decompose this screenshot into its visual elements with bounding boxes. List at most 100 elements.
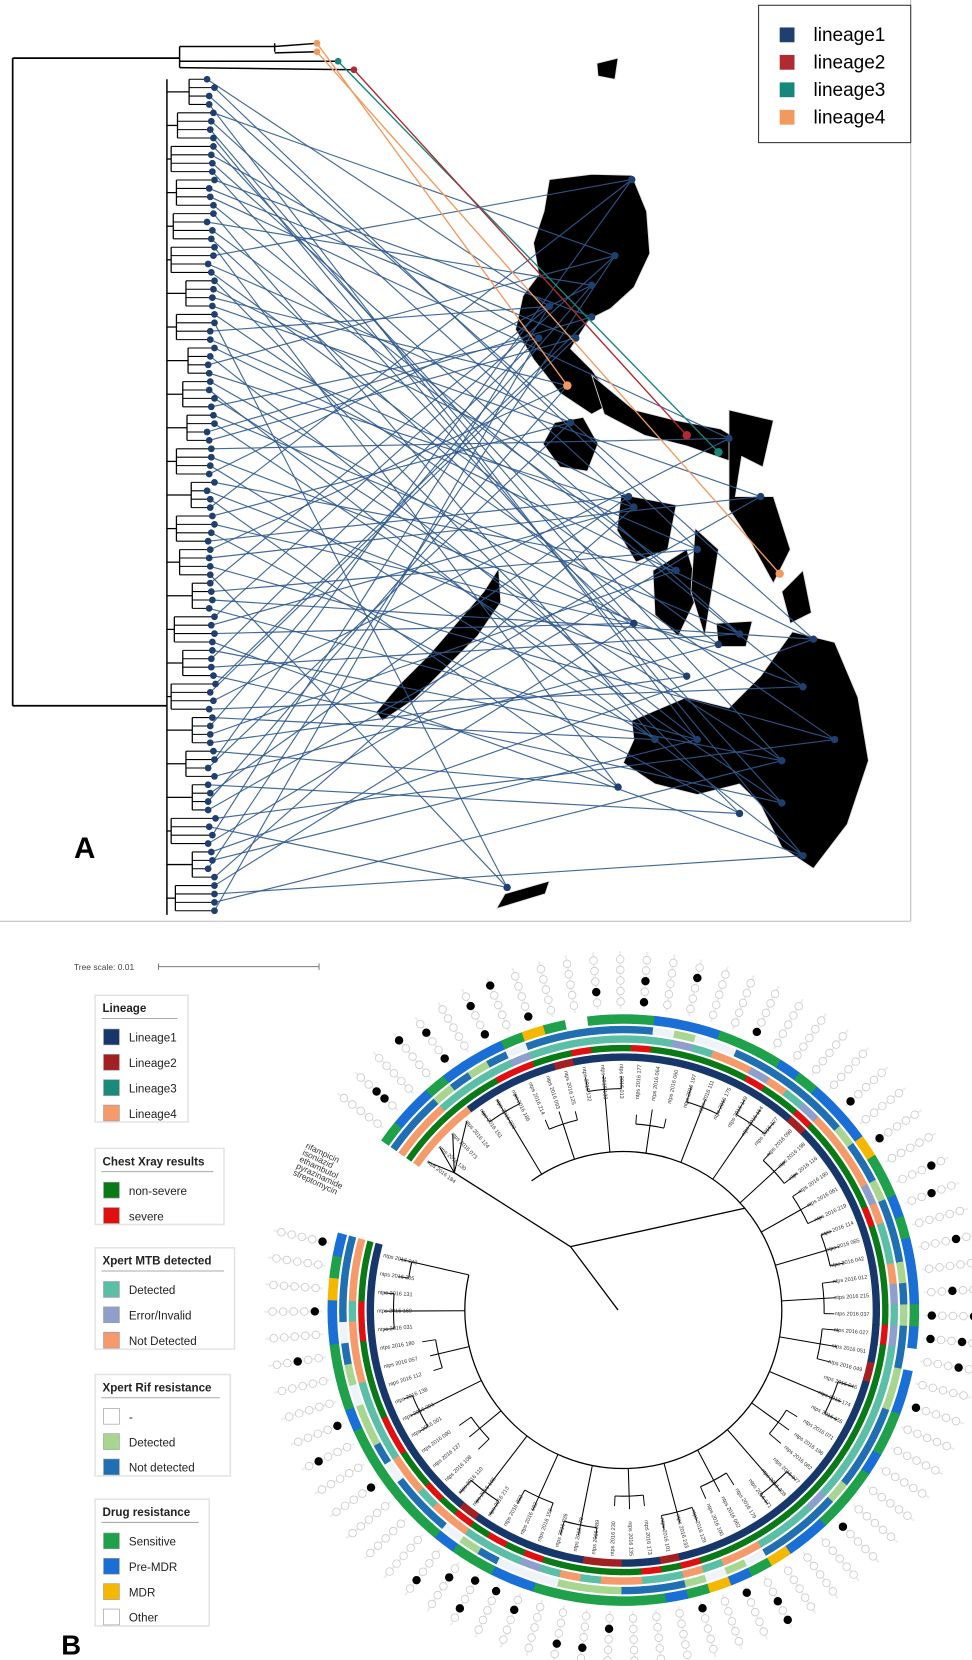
- resistance-dot: [670, 959, 678, 967]
- map-dot: [714, 448, 722, 456]
- leaf-label: ntps 2016 062: [719, 1496, 741, 1530]
- resistance-dot: [488, 1597, 496, 1605]
- resistance-dot: [617, 977, 625, 985]
- ring-segment: [611, 1045, 632, 1052]
- resistance-dot: [641, 988, 649, 996]
- resistance-dot: [357, 1074, 365, 1082]
- ring-segment: [642, 1584, 665, 1594]
- leaf-dot: [204, 429, 211, 436]
- resistance-dot: [934, 1360, 942, 1368]
- resistance-dot: [605, 1625, 613, 1633]
- ring-segment: [865, 1247, 876, 1268]
- resistance-dot: [435, 1046, 443, 1054]
- leaf-label: ntps 2016 046: [823, 1375, 858, 1392]
- resistance-dot: [354, 1464, 362, 1472]
- resistance-dot: [845, 1065, 853, 1073]
- resistance-dot: [441, 1055, 449, 1063]
- resistance-dot: [908, 1171, 916, 1179]
- resistance-dot: [270, 1334, 278, 1342]
- resistance-dot: [895, 1089, 903, 1097]
- resistance-dot: [942, 1237, 950, 1245]
- ring-segment: [368, 1339, 378, 1360]
- ring-segment: [358, 1300, 365, 1321]
- resistance-dot: [456, 1605, 464, 1613]
- tree-branch: [726, 1473, 734, 1485]
- resistance-dot: [909, 1484, 917, 1492]
- ring-segment: [610, 1035, 632, 1043]
- legend-label: MDR: [129, 1586, 155, 1599]
- resistance-dot: [753, 1028, 761, 1036]
- resistance-dot: [657, 1655, 665, 1660]
- resistance-dot: [665, 990, 673, 998]
- resistance-dot: [521, 1003, 529, 1011]
- ring-segment: [872, 1305, 880, 1325]
- link-line: [338, 61, 718, 452]
- resistance-dot: [829, 1547, 837, 1555]
- resistance-dot: [293, 1258, 301, 1266]
- leaf-label: ntps 2016 101: [659, 1517, 671, 1552]
- resistance-dot: [294, 1438, 302, 1446]
- map-dot: [682, 431, 690, 439]
- resistance-dot: [616, 956, 624, 964]
- leaf-dot: [208, 269, 215, 276]
- legend-label: Not detected: [129, 1462, 195, 1475]
- legend-label: Lineage3: [129, 1082, 177, 1095]
- legend-swatch: [780, 82, 795, 97]
- ring-segment: [903, 1348, 916, 1372]
- tree-branch: [646, 1126, 650, 1154]
- resistance-dot: [847, 1530, 855, 1538]
- resistance-dot: [409, 1053, 417, 1061]
- ring-segment: [554, 1058, 575, 1070]
- ring-segment: [609, 1014, 633, 1024]
- tree-branch: [180, 68, 354, 70]
- ring-segment: [659, 1553, 680, 1564]
- leaf-dot: [209, 160, 216, 167]
- tree-branch: [681, 1107, 702, 1162]
- resistance-dot: [710, 1645, 718, 1653]
- legend-swatch: [104, 1533, 120, 1549]
- leaf-dot: [210, 412, 217, 419]
- resistance-dot: [812, 1066, 820, 1074]
- resistance-dot: [518, 993, 526, 1001]
- leaf-label: ntps 2016 129: [690, 1509, 707, 1544]
- resistance-dot: [721, 1598, 729, 1606]
- ring-segment: [592, 1054, 613, 1063]
- resistance-dot: [563, 960, 571, 968]
- resistance-dot: [922, 1462, 930, 1470]
- resistance-dot: [816, 1571, 824, 1579]
- resistance-dot: [942, 1414, 950, 1422]
- ring-segment: [631, 1035, 653, 1044]
- resistance-dot: [879, 1526, 887, 1534]
- resistance-dot: [451, 1614, 459, 1622]
- tree-branch: [769, 1434, 780, 1444]
- figure: lineage1lineage2lineage3lineage4ATree sc…: [0, 0, 972, 1660]
- resistance-dot: [859, 1050, 867, 1058]
- leaf-dot: [351, 66, 358, 73]
- leaf-dot: [211, 630, 218, 637]
- resistance-dot: [343, 1443, 351, 1451]
- legend-swatch: [104, 1208, 120, 1224]
- resistance-dot: [547, 1006, 555, 1014]
- resistance-dot: [467, 1002, 475, 1010]
- resistance-dot: [402, 1045, 410, 1053]
- map-dot: [683, 672, 690, 679]
- ring-segment: [571, 1047, 593, 1057]
- resistance-dot: [502, 1021, 510, 1029]
- resistance-dot: [837, 1073, 845, 1081]
- map-dot: [672, 567, 679, 574]
- resistance-dot: [760, 1628, 768, 1636]
- resistance-dot: [893, 1123, 901, 1131]
- ring-segment: [339, 1321, 348, 1344]
- leaf-dot: [206, 823, 213, 830]
- resistance-dot: [965, 1366, 972, 1374]
- ring-segment: [887, 1263, 897, 1285]
- resistance-dot: [414, 1536, 422, 1544]
- leaf-label: ntps 2016 230: [610, 1521, 618, 1556]
- leaf-label: ntps 2016 169: [377, 1308, 412, 1314]
- resistance-dot: [316, 1403, 324, 1411]
- resistance-dot: [592, 978, 600, 986]
- resistance-dot: [949, 1287, 957, 1295]
- leaf-label: ntps 2016 131: [378, 1290, 413, 1298]
- ring-segment: [905, 1259, 917, 1283]
- tree-branch: [571, 1208, 745, 1246]
